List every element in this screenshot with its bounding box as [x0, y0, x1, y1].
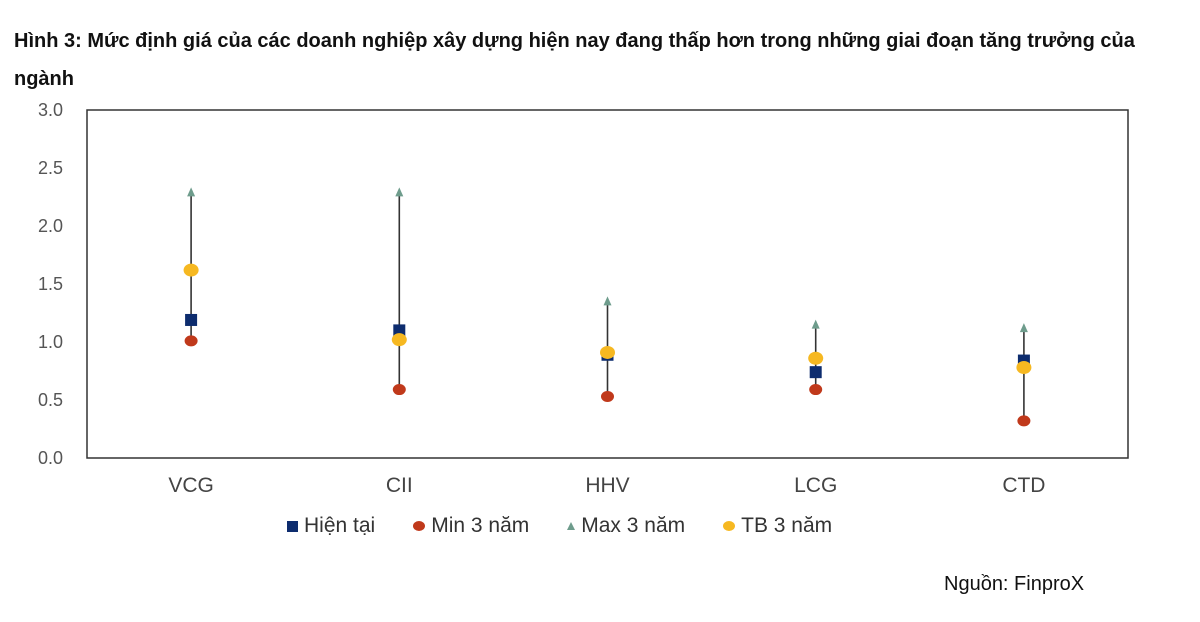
y-tick-label: 1.5	[38, 274, 63, 294]
marker-avg-3y	[183, 263, 199, 277]
y-tick-label: 2.5	[38, 158, 63, 178]
legend-circle-marker-icon	[723, 521, 736, 531]
marker-min-3y	[392, 384, 406, 396]
marker-max-3y	[395, 187, 404, 197]
chart-title: Hình 3: Mức định giá của các doanh nghiệ…	[14, 30, 1135, 90]
y-axis-ticks: 0.0 0.5 1.0 1.5 2.0 2.5 3.0	[38, 100, 63, 468]
y-tick-label: 1.0	[38, 332, 63, 352]
plot-area-frame	[86, 109, 1129, 459]
x-category-label: LCG	[794, 474, 837, 497]
legend-item: Min 3 năm	[413, 514, 529, 538]
marker-min-3y	[184, 335, 198, 347]
legend-label: Hiện tại	[304, 514, 376, 537]
marker-avg-3y	[391, 333, 407, 347]
marker-current	[393, 324, 406, 337]
legend-square-marker-icon	[287, 520, 298, 532]
y-tick-label: 0.5	[38, 390, 63, 410]
marker-current	[809, 366, 822, 379]
legend-item: TB 3 năm	[723, 514, 832, 538]
data-markers	[183, 187, 1032, 427]
marker-avg-3y	[808, 351, 824, 365]
legend-circle-marker-icon	[413, 521, 426, 531]
marker-max-3y	[1019, 323, 1028, 333]
marker-min-3y	[601, 391, 614, 403]
marker-avg-3y	[600, 345, 615, 359]
x-category-label: CTD	[1002, 474, 1045, 497]
marker-avg-3y	[1016, 361, 1032, 375]
legend-label: Min 3 năm	[431, 514, 530, 537]
marker-max-3y	[187, 187, 196, 197]
legend-item: Max 3 năm	[567, 514, 685, 538]
source-note: Nguồn: FinproX	[944, 573, 1085, 595]
legend-triangle-marker-icon	[567, 522, 576, 530]
marker-min-3y	[1017, 415, 1031, 427]
y-tick-label: 0.0	[38, 448, 63, 468]
x-category-label: HHV	[585, 474, 629, 497]
marker-max-3y	[603, 296, 612, 306]
legend-label: TB 3 năm	[741, 514, 833, 537]
range-lines	[190, 192, 1025, 421]
marker-current	[185, 313, 198, 326]
x-category-label: VCG	[168, 474, 214, 497]
x-category-label: CII	[386, 474, 413, 497]
y-tick-label: 3.0	[38, 100, 63, 120]
legend-label: Max 3 năm	[581, 514, 686, 537]
marker-max-3y	[811, 319, 820, 329]
legend: Hiện tại Min 3 năm Max 3 năm TB 3 năm	[287, 514, 870, 538]
legend-item: Hiện tại	[287, 514, 375, 538]
y-tick-label: 2.0	[38, 216, 63, 236]
marker-min-3y	[809, 384, 823, 396]
x-axis-categories: VCG CII HHV LCG CTD	[168, 474, 1045, 497]
